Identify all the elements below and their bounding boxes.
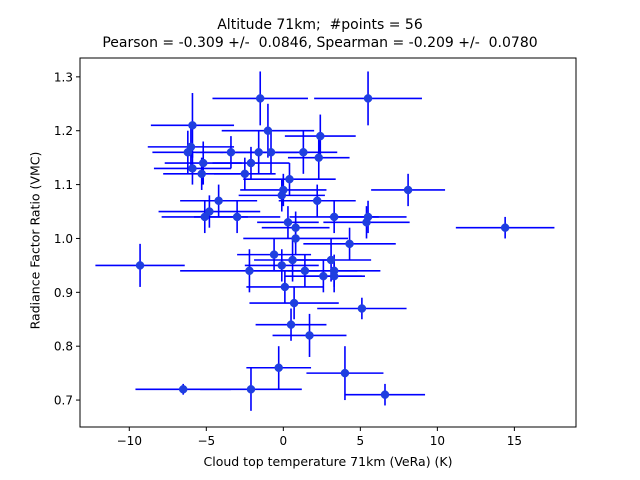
- data-point: [277, 261, 287, 270]
- data-point: [245, 266, 254, 276]
- data-point: [263, 126, 273, 135]
- data-point: [283, 218, 293, 227]
- data-point: [286, 320, 296, 329]
- data-point: [305, 331, 314, 340]
- data-point: [291, 223, 300, 232]
- data-point: [357, 304, 367, 313]
- data-point: [232, 212, 242, 222]
- data-point: [269, 250, 279, 259]
- data-point: [197, 169, 206, 179]
- data-point: [226, 148, 236, 157]
- y-axis: 0.7 0.8 0.9 1.0 1.1 1.2 1.3: [54, 70, 80, 408]
- data-point: [312, 196, 322, 206]
- data-point: [135, 261, 145, 270]
- x-axis-label: Cloud top temperature 71km (VeRa) (K): [203, 454, 453, 469]
- data-point: [183, 148, 193, 157]
- data-point: [380, 390, 390, 399]
- data-point: [266, 148, 276, 157]
- x-tick-label: −10: [117, 434, 142, 448]
- data-point: [300, 266, 310, 276]
- data-point: [280, 282, 290, 292]
- data-point: [198, 158, 208, 168]
- data-point: [314, 153, 324, 162]
- data-point: [188, 121, 197, 130]
- x-tick-label: 5: [357, 434, 365, 448]
- x-tick-label: 0: [280, 434, 288, 448]
- plot-frame: [79, 57, 577, 428]
- y-tick-label: 1.3: [54, 70, 73, 84]
- y-tick-label: 0.7: [54, 394, 73, 408]
- data-point: [178, 385, 188, 394]
- data-point: [345, 239, 354, 249]
- x-tick-label: 15: [507, 434, 522, 448]
- x-tick-label: 10: [430, 434, 445, 448]
- data-point: [329, 271, 339, 281]
- data-point: [363, 94, 373, 103]
- errorbars-layer: [95, 71, 555, 411]
- data-point: [326, 255, 336, 265]
- y-tick-label: 1.0: [54, 232, 73, 246]
- y-tick-label: 0.8: [54, 340, 73, 354]
- data-point: [274, 363, 283, 372]
- data-point: [289, 298, 299, 308]
- y-tick-label: 0.9: [54, 286, 73, 300]
- data-point: [340, 368, 350, 378]
- x-tick-label: −5: [197, 434, 215, 448]
- data-point: [288, 255, 297, 265]
- data-point: [188, 164, 197, 173]
- data-point: [240, 169, 250, 179]
- data-point: [329, 212, 339, 222]
- data-point: [277, 191, 287, 200]
- data-point: [403, 185, 413, 195]
- data-point: [291, 234, 300, 243]
- data-point: [214, 196, 223, 206]
- data-point: [246, 385, 256, 394]
- chart-subtitle: Pearson = -0.309 +/- 0.0846, Spearman = …: [102, 35, 538, 51]
- chart-title: Altitude 71km; #points = 56: [217, 17, 423, 33]
- data-point: [255, 94, 265, 103]
- data-point: [362, 218, 371, 227]
- data-point: [316, 131, 325, 141]
- data-point: [200, 212, 210, 222]
- data-point: [500, 223, 510, 232]
- data-point: [285, 174, 294, 184]
- y-tick-label: 1.2: [54, 124, 73, 138]
- y-axis-label: Radiance Factor Ratio (VMC): [27, 151, 43, 330]
- data-point: [246, 158, 256, 168]
- data-point: [205, 207, 214, 216]
- data-point: [299, 148, 308, 157]
- y-tick-label: 1.1: [54, 178, 73, 192]
- markers-layer: [135, 94, 510, 399]
- data-point: [319, 271, 328, 281]
- data-point: [254, 148, 263, 157]
- x-axis: −10 −5 0 5 10 15: [117, 427, 522, 448]
